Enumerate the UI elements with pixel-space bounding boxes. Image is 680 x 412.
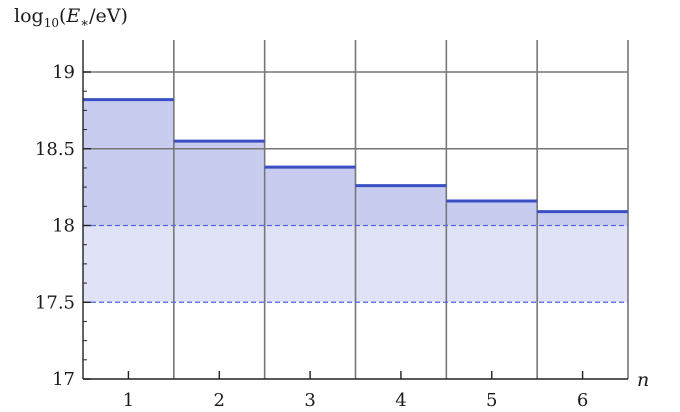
x-tick-label: 5 <box>486 390 497 411</box>
y-tick-label: 17 <box>52 369 75 390</box>
y-axis-title: log10(E∗/eV) <box>14 5 128 31</box>
y-axis-title-sub: 10 <box>44 16 59 30</box>
bar-tops <box>83 98 628 214</box>
x-tick-label: 6 <box>577 390 588 411</box>
x-tick-label: 2 <box>214 390 225 411</box>
bar-fill-4 <box>355 185 447 226</box>
y-tick-label: 17.5 <box>35 292 75 313</box>
y-axis-title-open: ( <box>59 5 66 27</box>
y-tick-label: 19 <box>52 62 75 83</box>
y-axis-title-symbol: E <box>65 5 80 27</box>
x-axis-title: n <box>637 369 649 391</box>
grid-layer <box>83 40 629 379</box>
bar-fill-3 <box>264 167 356 226</box>
x-tick-label: 1 <box>123 390 134 411</box>
reference-lines <box>83 224 628 303</box>
x-tick-label: 3 <box>304 390 315 411</box>
x-tick-label: 4 <box>395 390 406 411</box>
bar-fill-6 <box>537 211 628 226</box>
y-axis-title-rest: /eV) <box>89 5 128 27</box>
y-axis-title-func: log <box>14 5 44 27</box>
y-axis-title-star: ∗ <box>80 16 89 31</box>
axes <box>82 40 628 380</box>
y-tick-label: 18.5 <box>35 139 75 160</box>
bar-fill-5 <box>446 200 538 226</box>
bar-fill-2 <box>173 141 265 226</box>
y-tick-label: 18 <box>52 216 75 237</box>
bar-fill-1 <box>83 99 174 226</box>
tick-labels: 17 17.5 18 18.5 19 1 2 3 4 5 6 <box>35 62 588 411</box>
